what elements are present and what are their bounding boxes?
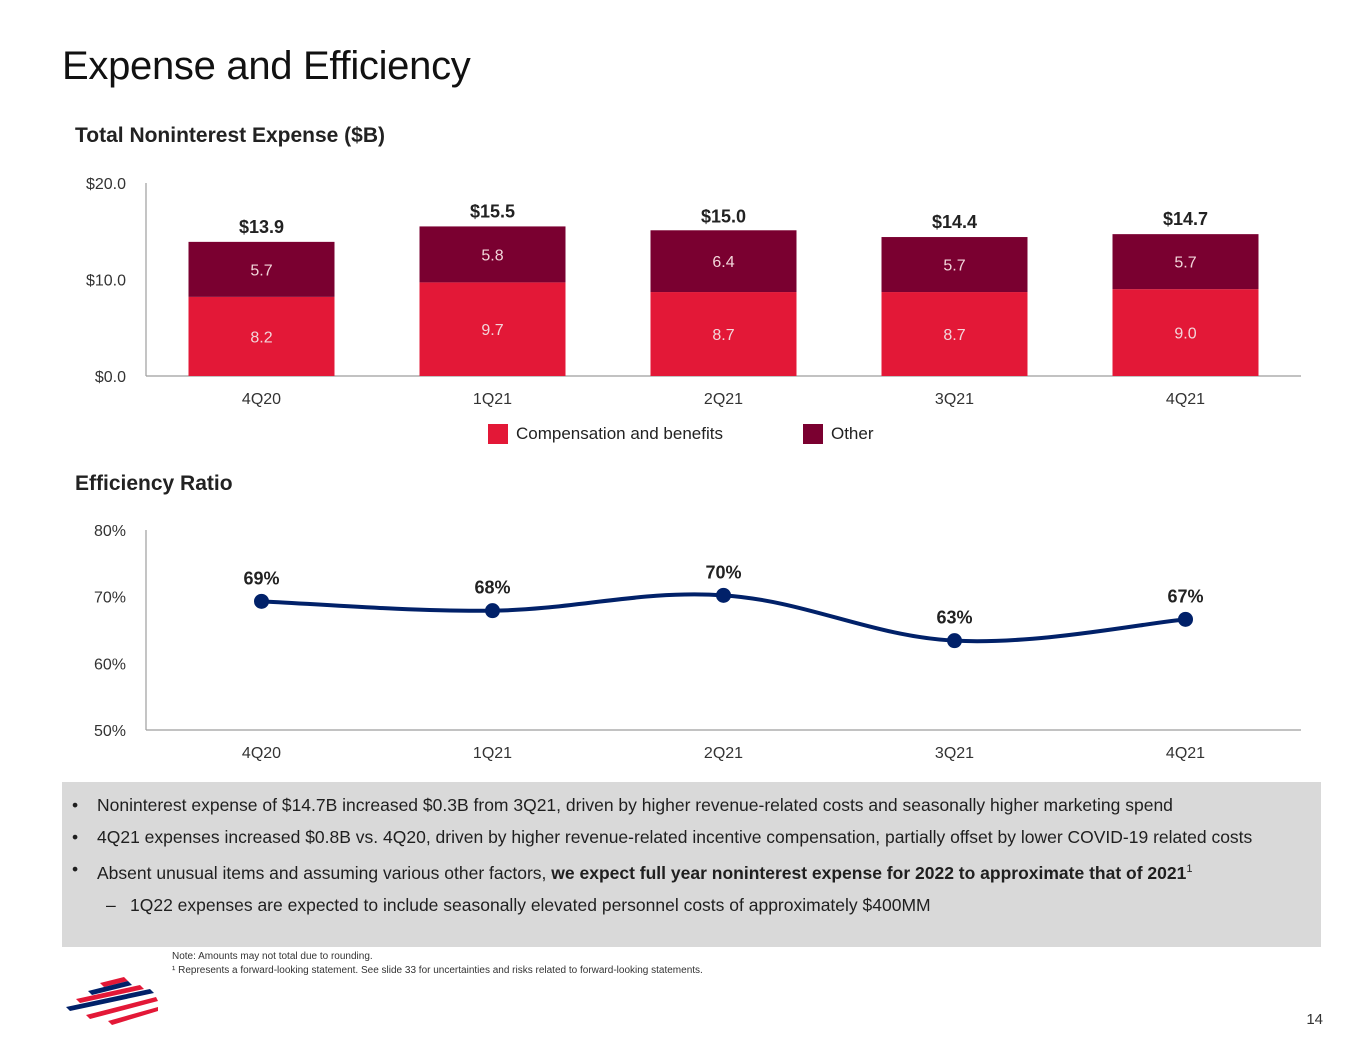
legend-label-compensation: Compensation and benefits [516,424,723,443]
data-point-marker [1178,611,1193,627]
bar-segment-label: 6.4 [712,254,734,271]
x-tick-label: 4Q21 [1166,391,1205,408]
y-tick-label: 70% [94,590,126,607]
bullet-text-2: 4Q21 expenses increased $0.8B vs. 4Q20, … [97,827,1253,847]
x-tick-label: 3Q21 [935,745,974,762]
chart-legend: Compensation and benefits Other [488,424,874,444]
bar-segment-compensation [188,296,335,376]
bullet-marker: • [72,827,79,847]
commentary-list: • Noninterest expense of $14.7B increased… [72,794,1301,917]
bar-total-label: $13.9 [239,217,284,237]
bar-segment-compensation [419,282,566,376]
legend-swatch-other [802,424,823,444]
sub-bullet-text-1: 1Q22 expenses are expected to include se… [130,894,931,915]
bar-segment-label: 8.2 [250,329,272,346]
bar-total-label: $14.4 [932,212,977,232]
bar-segment-compensation [881,292,1028,376]
y-tick-label: $10.0 [86,273,126,290]
bar-segment-label: 9.0 [1174,326,1196,343]
bullet-marker: • [72,859,79,879]
y-tick-label: 80% [94,523,126,540]
bar-segment-label: 5.7 [943,258,965,275]
legend-label-other: Other [830,424,874,443]
bar-segment-compensation [650,292,797,376]
page-title: Expense and Efficiency [62,44,471,88]
x-tick-label: 4Q20 [242,745,281,762]
bank-flag-logo-icon [66,977,158,1025]
data-point-label: 69% [243,568,279,588]
legend-item-compensation: Compensation and benefits [488,424,723,444]
bullet-text-1: Noninterest expense of $14.7B increased … [97,795,1173,815]
data-point-marker [254,593,269,609]
bar-segment-other [188,241,335,297]
bar-segment-label: 5.7 [1174,255,1196,272]
x-tick-label: 2Q21 [704,391,743,408]
footnote-rounding: Note: Amounts may not total due to round… [172,951,373,962]
dash-marker: – [106,894,116,915]
bullet-marker: • [72,795,79,815]
bullet-text-3-bold: we expect full year noninterest expense … [551,862,1187,883]
commentary-bullet: • Absent unusual items and assuming vario… [72,858,1301,885]
footnote-ref: 1 [1186,863,1193,875]
line-chart-title: Efficiency Ratio [75,472,233,495]
data-point-label: 70% [705,562,741,582]
x-tick-label: 4Q20 [242,391,281,408]
x-tick-label: 2Q21 [704,745,743,762]
bar-segment-label: 8.7 [712,327,734,344]
y-tick-label: $0.0 [95,369,126,386]
bullet-text-3-prefix: Absent unusual items and assuming variou… [97,862,552,883]
data-point-label: 68% [474,578,510,598]
data-point-label: 67% [1167,586,1203,606]
y-tick-label: $20.0 [86,176,126,193]
bar-segment-other [1112,234,1259,290]
commentary-bullet: • Noninterest expense of $14.7B increased… [72,794,1301,817]
x-tick-label: 1Q21 [473,745,512,762]
legend-swatch-compensation [488,424,508,444]
data-point-marker [485,603,500,619]
bar-segment-label: 9.7 [481,322,503,339]
data-point-marker [716,587,731,603]
x-tick-label: 3Q21 [935,391,974,408]
x-tick-label: 4Q21 [1166,745,1205,762]
expense-bar-chart: $0.0 $10.0 $20.0 8.2 5.7 $13.9 4Q20 9.7 5.8 $15.5… [86,176,1301,408]
bar-segment-other [650,230,797,293]
commentary-bullet: • 4Q21 expenses increased $0.8B vs. 4Q20,… [72,826,1301,849]
efficiency-line-chart: 50% 60% 70% 80% 69% 4Q20 68% 1Q21 70% 2Q21 63% 3Q21… [94,523,1301,762]
x-tick-label: 1Q21 [473,391,512,408]
legend-item-other: Other [802,424,874,444]
bar-segment-other [881,237,1028,293]
bar-total-label: $15.0 [701,206,746,226]
data-point-label: 63% [936,608,972,628]
footnote-forward-looking: ¹ Represents a forward-looking statement… [172,965,703,976]
y-tick-label: 60% [94,656,126,673]
data-point-marker [947,633,962,649]
bar-segment-label: 5.7 [250,262,272,279]
commentary-sub-bullet: –1Q22 expenses are expected to include s… [72,894,1301,917]
page-number: 14 [1306,1011,1323,1028]
bar-chart-title: Total Noninterest Expense ($B) [75,124,385,147]
bar-total-label: $14.7 [1163,209,1208,229]
bar-total-label: $15.5 [470,201,515,221]
bar-segment-label: 5.8 [481,247,503,264]
commentary-box: • Noninterest expense of $14.7B increased… [62,782,1321,947]
bar-segment-compensation [1112,289,1259,376]
y-tick-label: 50% [94,723,126,740]
bar-segment-other [419,226,566,283]
bar-segment-label: 8.7 [943,327,965,344]
